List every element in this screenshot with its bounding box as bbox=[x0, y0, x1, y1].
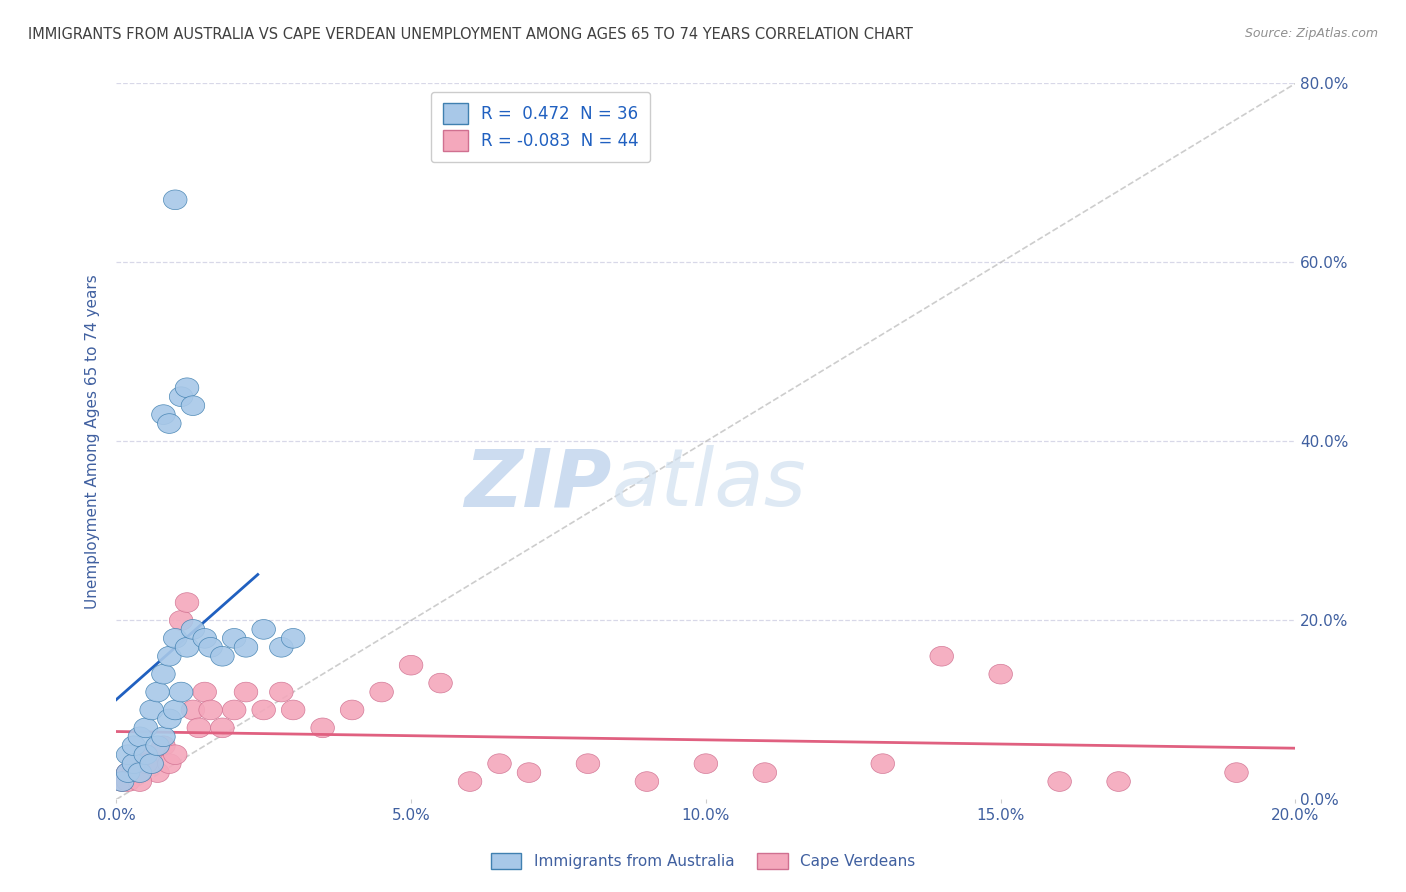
Ellipse shape bbox=[146, 682, 169, 702]
Ellipse shape bbox=[163, 629, 187, 648]
Ellipse shape bbox=[281, 700, 305, 720]
Ellipse shape bbox=[169, 611, 193, 631]
Ellipse shape bbox=[281, 629, 305, 648]
Ellipse shape bbox=[128, 772, 152, 791]
Ellipse shape bbox=[429, 673, 453, 693]
Ellipse shape bbox=[576, 754, 600, 773]
Ellipse shape bbox=[222, 629, 246, 648]
Ellipse shape bbox=[139, 700, 163, 720]
Ellipse shape bbox=[988, 665, 1012, 684]
Ellipse shape bbox=[122, 763, 146, 782]
Ellipse shape bbox=[181, 620, 205, 640]
Ellipse shape bbox=[117, 745, 139, 764]
Text: IMMIGRANTS FROM AUSTRALIA VS CAPE VERDEAN UNEMPLOYMENT AMONG AGES 65 TO 74 YEARS: IMMIGRANTS FROM AUSTRALIA VS CAPE VERDEA… bbox=[28, 27, 912, 42]
Ellipse shape bbox=[152, 665, 176, 684]
Ellipse shape bbox=[311, 718, 335, 738]
Ellipse shape bbox=[636, 772, 658, 791]
Ellipse shape bbox=[163, 745, 187, 764]
Ellipse shape bbox=[128, 727, 152, 747]
Ellipse shape bbox=[163, 700, 187, 720]
Ellipse shape bbox=[111, 772, 134, 791]
Ellipse shape bbox=[122, 754, 146, 773]
Y-axis label: Unemployment Among Ages 65 to 74 years: Unemployment Among Ages 65 to 74 years bbox=[86, 274, 100, 609]
Ellipse shape bbox=[270, 682, 292, 702]
Ellipse shape bbox=[152, 405, 176, 425]
Ellipse shape bbox=[122, 754, 146, 773]
Ellipse shape bbox=[134, 745, 157, 764]
Ellipse shape bbox=[211, 647, 235, 666]
Text: ZIP: ZIP bbox=[464, 445, 612, 524]
Ellipse shape bbox=[157, 709, 181, 729]
Ellipse shape bbox=[252, 700, 276, 720]
Ellipse shape bbox=[1107, 772, 1130, 791]
Ellipse shape bbox=[169, 682, 193, 702]
Ellipse shape bbox=[517, 763, 541, 782]
Ellipse shape bbox=[370, 682, 394, 702]
Ellipse shape bbox=[157, 754, 181, 773]
Ellipse shape bbox=[152, 736, 176, 756]
Ellipse shape bbox=[340, 700, 364, 720]
Ellipse shape bbox=[488, 754, 512, 773]
Ellipse shape bbox=[193, 682, 217, 702]
Ellipse shape bbox=[235, 682, 257, 702]
Ellipse shape bbox=[117, 763, 139, 782]
Ellipse shape bbox=[122, 736, 146, 756]
Ellipse shape bbox=[252, 620, 276, 640]
Ellipse shape bbox=[458, 772, 482, 791]
Ellipse shape bbox=[163, 190, 187, 210]
Ellipse shape bbox=[152, 727, 176, 747]
Ellipse shape bbox=[1047, 772, 1071, 791]
Ellipse shape bbox=[870, 754, 894, 773]
Ellipse shape bbox=[198, 700, 222, 720]
Ellipse shape bbox=[181, 700, 205, 720]
Ellipse shape bbox=[1225, 763, 1249, 782]
Ellipse shape bbox=[128, 763, 152, 782]
Ellipse shape bbox=[193, 629, 217, 648]
Ellipse shape bbox=[139, 754, 163, 773]
Ellipse shape bbox=[211, 718, 235, 738]
Ellipse shape bbox=[235, 638, 257, 657]
Ellipse shape bbox=[176, 638, 198, 657]
Legend: R =  0.472  N = 36, R = -0.083  N = 44: R = 0.472 N = 36, R = -0.083 N = 44 bbox=[432, 92, 651, 162]
Text: atlas: atlas bbox=[612, 445, 806, 524]
Ellipse shape bbox=[270, 638, 292, 657]
Ellipse shape bbox=[754, 763, 776, 782]
Legend: Immigrants from Australia, Cape Verdeans: Immigrants from Australia, Cape Verdeans bbox=[485, 847, 921, 875]
Ellipse shape bbox=[139, 754, 163, 773]
Text: Source: ZipAtlas.com: Source: ZipAtlas.com bbox=[1244, 27, 1378, 40]
Ellipse shape bbox=[929, 647, 953, 666]
Ellipse shape bbox=[157, 414, 181, 434]
Ellipse shape bbox=[198, 638, 222, 657]
Ellipse shape bbox=[146, 736, 169, 756]
Ellipse shape bbox=[157, 647, 181, 666]
Ellipse shape bbox=[399, 656, 423, 675]
Ellipse shape bbox=[117, 763, 139, 782]
Ellipse shape bbox=[176, 378, 198, 398]
Ellipse shape bbox=[695, 754, 717, 773]
Ellipse shape bbox=[134, 745, 157, 764]
Ellipse shape bbox=[222, 700, 246, 720]
Ellipse shape bbox=[134, 718, 157, 738]
Ellipse shape bbox=[128, 763, 152, 782]
Ellipse shape bbox=[169, 387, 193, 407]
Ellipse shape bbox=[134, 754, 157, 773]
Ellipse shape bbox=[111, 772, 134, 791]
Ellipse shape bbox=[117, 772, 139, 791]
Ellipse shape bbox=[146, 763, 169, 782]
Ellipse shape bbox=[181, 396, 205, 416]
Ellipse shape bbox=[187, 718, 211, 738]
Ellipse shape bbox=[176, 592, 198, 613]
